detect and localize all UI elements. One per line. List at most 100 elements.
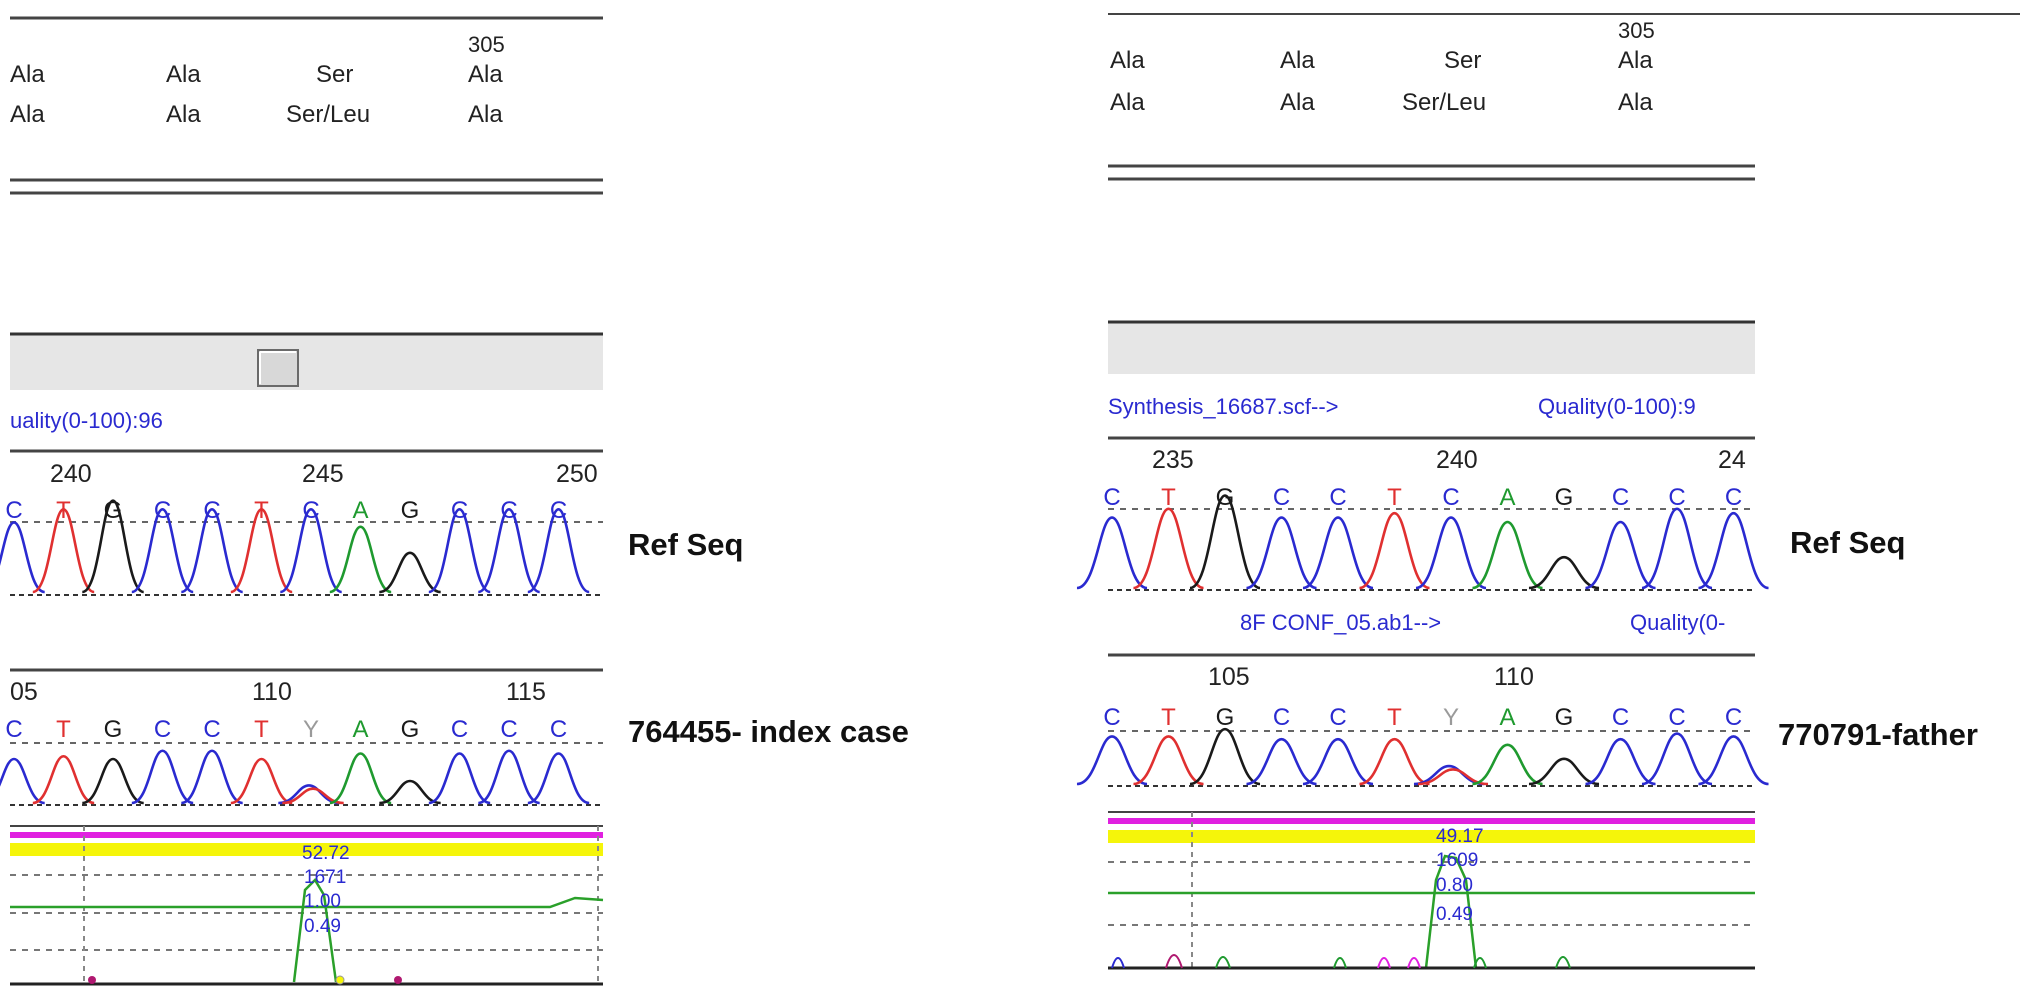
trace-peak: [1246, 516, 1317, 590]
aa-ref-3: Ser: [316, 61, 353, 88]
trace-peak: [0, 521, 46, 594]
ref-trace-peaks: [1076, 494, 1769, 590]
trace-peak: [180, 749, 244, 805]
aa-position-label: 305: [468, 32, 505, 57]
base-call: T: [1387, 704, 1402, 731]
trace-peak: [1585, 520, 1656, 590]
trace-peak: [477, 749, 541, 805]
aa-sample-3: Ser/Leu: [1402, 89, 1486, 116]
aa-sample-2: Ala: [1280, 89, 1315, 116]
qv-value-2: 1671: [304, 867, 346, 888]
sample-trace-peaks: [1076, 727, 1769, 786]
qv-value-1: 52.72: [302, 843, 350, 864]
base-call: C: [5, 716, 22, 743]
base-call: A: [352, 716, 368, 743]
trace-peak: [1189, 494, 1261, 590]
aa-ref-1: Ala: [10, 61, 45, 88]
trace-peak: [32, 754, 95, 805]
aa-position-label: 305: [1618, 18, 1655, 43]
base-call: C: [1329, 704, 1346, 731]
trace-peak: [379, 779, 441, 805]
ref-position-1: 235: [1152, 446, 1194, 474]
ref-trace-peaks: [0, 499, 590, 594]
base-call: T: [1161, 704, 1176, 731]
aa-sample-4: Ala: [468, 101, 503, 128]
trace-peak: [1528, 555, 1600, 590]
aa-ref-1: Ala: [1110, 47, 1145, 74]
ref-position-1: 240: [50, 460, 92, 488]
qv-value-2: 1609: [1436, 850, 1478, 871]
trace-peak: [1413, 764, 1485, 786]
base-call: C: [203, 716, 220, 743]
qv-value-3: 1.00: [304, 891, 341, 912]
base-call: A: [352, 497, 368, 524]
trace-peak: [81, 499, 145, 594]
trace-peak: [1698, 735, 1769, 786]
index-case-label: 764455- index case: [628, 714, 909, 749]
base-call: A: [1499, 484, 1515, 511]
ref-position-2: 245: [302, 460, 344, 488]
sample-position-2: 110: [1494, 663, 1534, 691]
trace-peak: [1133, 735, 1204, 786]
base-call: C: [1329, 484, 1346, 511]
trace-peak: [329, 525, 392, 594]
base-call: T: [1387, 484, 1402, 511]
trace-peak: [1472, 520, 1543, 590]
trace-peak: [1076, 735, 1148, 786]
ref-position-3: 24: [1718, 446, 1746, 474]
trace-peak: [1302, 737, 1374, 786]
aa-sample-2: Ala: [166, 101, 201, 128]
trace-peak: [379, 551, 441, 594]
trace-peak: [0, 757, 46, 805]
base-call: C: [1103, 704, 1120, 731]
base-call: Y: [303, 716, 319, 743]
base-call: G: [401, 497, 420, 524]
qv-value-4: 0.49: [1436, 904, 1473, 925]
base-call: T: [1161, 484, 1176, 511]
trace-peak: [282, 787, 344, 805]
scrollbar-track[interactable]: [1108, 322, 1755, 374]
aa-sample-1: Ala: [1110, 89, 1145, 116]
father-label: 770791-father: [1778, 717, 1978, 752]
aa-ref-row: Ala Ala Ser Ala: [10, 61, 503, 88]
ref-quality-text: uality(0-100):96: [10, 408, 163, 433]
ref-file-header: Synthesis_16687.scf-->: [1108, 394, 1339, 419]
base-call: G: [1555, 704, 1574, 731]
aa-sample-3: Ser/Leu: [286, 101, 370, 128]
panel-left: 305 Ala Ala Ser Ala Ala Ala Ser/Leu Ala …: [0, 16, 909, 986]
trace-peak: [428, 508, 491, 594]
base-call: T: [254, 716, 269, 743]
trace-peak: [1585, 737, 1656, 786]
ref-seq-label: Ref Seq: [628, 527, 743, 562]
base-call: G: [1216, 704, 1235, 731]
trace-peak: [428, 752, 491, 805]
scrollbar-thumb[interactable]: [257, 349, 299, 387]
difference-peak: [1424, 854, 1478, 969]
base-call: T: [56, 716, 71, 743]
base-call: Y: [1443, 704, 1459, 731]
trace-peak: [1246, 737, 1317, 786]
base-call: C: [1725, 484, 1742, 511]
trace-peak: [278, 784, 340, 805]
aa-sample-row: Ala Ala Ser/Leu Ala: [1110, 89, 1653, 116]
scrollbar-track[interactable]: [10, 334, 603, 390]
aa-sample-1: Ala: [10, 101, 45, 128]
difference-panel: 52.72 1671 1.00 0.49: [10, 825, 604, 986]
base-call: A: [1499, 704, 1515, 731]
aa-ref-3: Ser: [1444, 47, 1481, 74]
base-call: C: [1273, 704, 1290, 731]
panel-right: 305 Ala Ala Ser Ala Ala Ala Ser/Leu Ala …: [1076, 13, 2020, 970]
base-call: C: [1103, 484, 1120, 511]
base-call: C: [1612, 704, 1629, 731]
trace-peak: [230, 757, 293, 805]
base-call: G: [401, 716, 420, 743]
ref-position-2: 240: [1436, 446, 1478, 474]
base-call: C: [1668, 484, 1685, 511]
sample-position-1: 05: [10, 678, 38, 706]
sample-file-header: 8F CONF_05.ab1-->: [1240, 610, 1441, 635]
aa-ref-4: Ala: [468, 61, 503, 88]
trace-peak: [279, 508, 343, 594]
